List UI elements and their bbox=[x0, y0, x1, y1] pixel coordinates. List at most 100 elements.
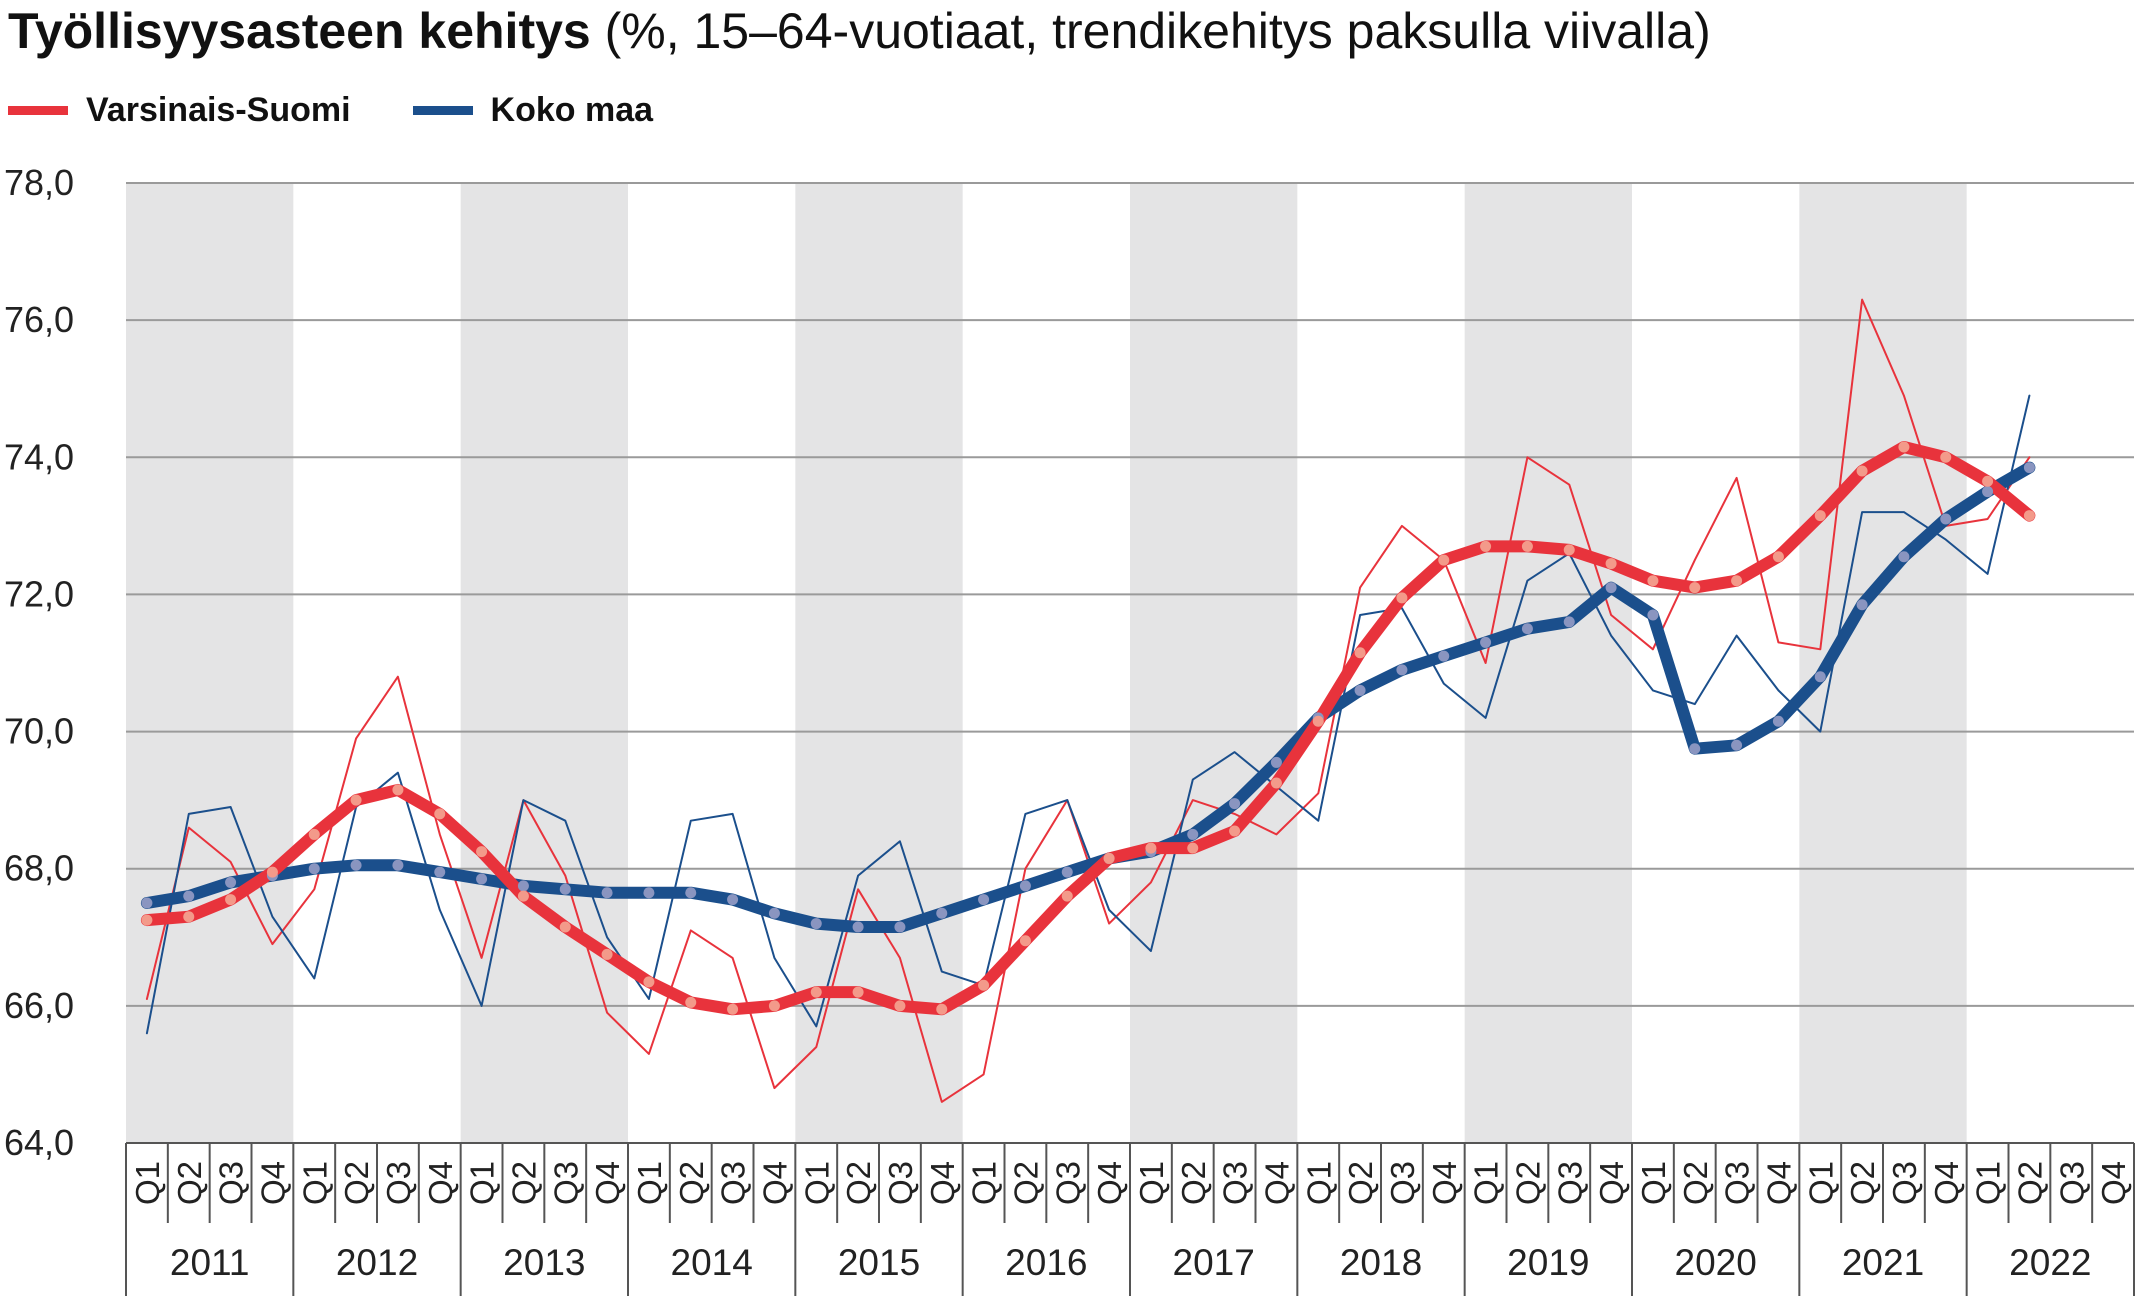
year-band-2011 bbox=[126, 183, 294, 1143]
legend-label-varsinais-suomi: Varsinais-Suomi bbox=[86, 90, 351, 129]
data-point-varsinais-suomi-trend bbox=[727, 1003, 739, 1015]
data-point-varsinais-suomi-trend bbox=[350, 794, 362, 806]
data-point-varsinais-suomi-trend bbox=[1480, 540, 1492, 552]
data-point-koko-maa-trend bbox=[1814, 671, 1826, 683]
chart-title: Työllisyysasteen kehitys (%, 15–64-vuoti… bbox=[8, 2, 1711, 60]
chart-title-main: Työllisyysasteen kehitys bbox=[8, 3, 591, 59]
data-point-varsinais-suomi-trend bbox=[476, 846, 488, 858]
year-tick-label-2017: 2017 bbox=[1173, 1242, 1255, 1283]
quarter-tick-label: Q3 bbox=[1217, 1161, 1254, 1205]
data-point-varsinais-suomi-trend bbox=[1354, 647, 1366, 659]
year-tick-label-2013: 2013 bbox=[503, 1242, 585, 1283]
data-point-varsinais-suomi-trend bbox=[1521, 540, 1533, 552]
quarter-tick-label: Q2 bbox=[1007, 1161, 1044, 1205]
quarter-tick-label: Q4 bbox=[1928, 1161, 1965, 1205]
data-point-koko-maa-trend bbox=[1270, 756, 1282, 768]
quarter-tick-label: Q1 bbox=[296, 1161, 333, 1205]
data-point-varsinais-suomi-trend bbox=[1145, 842, 1157, 854]
y-tick-label: 76,0 bbox=[4, 299, 74, 340]
data-point-koko-maa-trend bbox=[1480, 636, 1492, 648]
year-tick-label-2021: 2021 bbox=[1842, 1242, 1924, 1283]
data-point-koko-maa-trend bbox=[308, 863, 320, 875]
series-lines bbox=[140, 298, 2036, 1103]
data-point-varsinais-suomi-trend bbox=[852, 986, 864, 998]
data-point-koko-maa-trend bbox=[768, 907, 780, 919]
data-point-koko-maa-trend bbox=[601, 887, 613, 899]
data-point-koko-maa-trend bbox=[141, 897, 153, 909]
quarter-tick-label: Q3 bbox=[1384, 1161, 1421, 1205]
data-point-koko-maa-trend bbox=[1647, 609, 1659, 621]
data-point-koko-maa-trend bbox=[852, 921, 864, 933]
year-tick-label-2012: 2012 bbox=[336, 1242, 418, 1283]
year-band-2019 bbox=[1464, 183, 1632, 1143]
quarter-tick-label: Q1 bbox=[1802, 1161, 1839, 1205]
legend-item-koko-maa: Koko maa bbox=[412, 90, 654, 130]
data-point-koko-maa-trend bbox=[727, 894, 739, 906]
data-point-varsinais-suomi-trend bbox=[1563, 544, 1575, 556]
data-point-varsinais-suomi-trend bbox=[2023, 510, 2035, 522]
quarter-tick-label: Q1 bbox=[1300, 1161, 1337, 1205]
legend: Varsinais-Suomi Koko maa bbox=[8, 88, 715, 132]
quarter-tick-label: Q4 bbox=[422, 1161, 459, 1205]
data-point-koko-maa-trend bbox=[978, 894, 990, 906]
quarter-tick-label: Q3 bbox=[1886, 1161, 1923, 1205]
data-point-varsinais-suomi-trend bbox=[1605, 558, 1617, 570]
year-tick-label-2011: 2011 bbox=[170, 1242, 250, 1283]
data-point-koko-maa-trend bbox=[936, 907, 948, 919]
quarter-tick-label: Q1 bbox=[631, 1161, 668, 1205]
year-tick-label-2020: 2020 bbox=[1675, 1242, 1757, 1283]
year-band-2017 bbox=[1130, 183, 1298, 1143]
data-point-varsinais-suomi-trend bbox=[225, 894, 237, 906]
quarter-tick-label: Q2 bbox=[1509, 1161, 1546, 1205]
series-line-varsinais-suomi-quarterly bbox=[145, 298, 2031, 1103]
year-tick-label-2014: 2014 bbox=[671, 1242, 753, 1283]
data-point-koko-maa-trend bbox=[1856, 599, 1868, 611]
series-line-koko-maa-quarterly bbox=[145, 394, 2031, 1035]
data-point-varsinais-suomi-trend bbox=[1814, 510, 1826, 522]
quarter-tick-label: Q3 bbox=[882, 1161, 919, 1205]
quarter-tick-label: Q2 bbox=[1677, 1161, 1714, 1205]
quarter-tick-label: Q4 bbox=[589, 1161, 626, 1205]
data-point-varsinais-suomi-trend bbox=[810, 986, 822, 998]
data-point-varsinais-suomi-trend bbox=[685, 996, 697, 1008]
data-point-varsinais-suomi-trend bbox=[1312, 715, 1324, 727]
data-point-varsinais-suomi-trend bbox=[1103, 852, 1115, 864]
quarter-tick-label: Q2 bbox=[840, 1161, 877, 1205]
data-point-varsinais-suomi-trend bbox=[1731, 575, 1743, 587]
data-point-varsinais-suomi-trend bbox=[978, 979, 990, 991]
data-point-varsinais-suomi-trend bbox=[936, 1003, 948, 1015]
quarter-tick-label: Q3 bbox=[2053, 1161, 2090, 1205]
data-point-koko-maa-trend bbox=[1354, 684, 1366, 696]
data-point-varsinais-suomi-trend bbox=[1647, 575, 1659, 587]
quarter-tick-label: Q1 bbox=[1133, 1161, 1170, 1205]
data-point-varsinais-suomi-trend bbox=[517, 890, 529, 902]
quarter-tick-label: Q1 bbox=[129, 1161, 166, 1205]
quarter-tick-label: Q2 bbox=[1175, 1161, 1212, 1205]
quarter-tick-label: Q3 bbox=[1551, 1161, 1588, 1205]
y-axis: 64,0 66,0 68,0 70,0 72,0 74,0 76,0 78,0 bbox=[4, 162, 74, 1163]
data-point-varsinais-suomi-trend bbox=[308, 828, 320, 840]
quarter-tick-label: Q4 bbox=[1258, 1161, 1295, 1205]
year-band-2013 bbox=[460, 183, 628, 1143]
quarter-tick-label: Q4 bbox=[1091, 1161, 1128, 1205]
data-point-koko-maa-trend bbox=[894, 921, 906, 933]
data-point-koko-maa-trend bbox=[2023, 462, 2035, 474]
quarter-tick-label: Q4 bbox=[254, 1161, 291, 1205]
legend-swatch-koko-maa bbox=[412, 105, 473, 115]
data-point-varsinais-suomi-trend bbox=[141, 914, 153, 926]
data-point-koko-maa-trend bbox=[1521, 623, 1533, 635]
quarter-tick-label: Q4 bbox=[2095, 1161, 2132, 1205]
data-point-varsinais-suomi-trend bbox=[1772, 551, 1784, 563]
data-point-varsinais-suomi-trend bbox=[266, 866, 278, 878]
year-tick-label-2022: 2022 bbox=[2009, 1242, 2091, 1283]
legend-label-koko-maa: Koko maa bbox=[490, 90, 654, 129]
data-point-koko-maa-trend bbox=[1731, 739, 1743, 751]
data-point-varsinais-suomi-trend bbox=[1019, 935, 1031, 947]
data-point-koko-maa-trend bbox=[685, 887, 697, 899]
data-point-koko-maa-trend bbox=[1061, 866, 1073, 878]
year-tick-label-2019: 2019 bbox=[1507, 1242, 1589, 1283]
data-point-varsinais-suomi-trend bbox=[768, 1000, 780, 1012]
quarter-tick-label: Q3 bbox=[1719, 1161, 1756, 1205]
quarter-tick-label: Q3 bbox=[213, 1161, 250, 1205]
quarter-tick-label: Q2 bbox=[2011, 1161, 2048, 1205]
